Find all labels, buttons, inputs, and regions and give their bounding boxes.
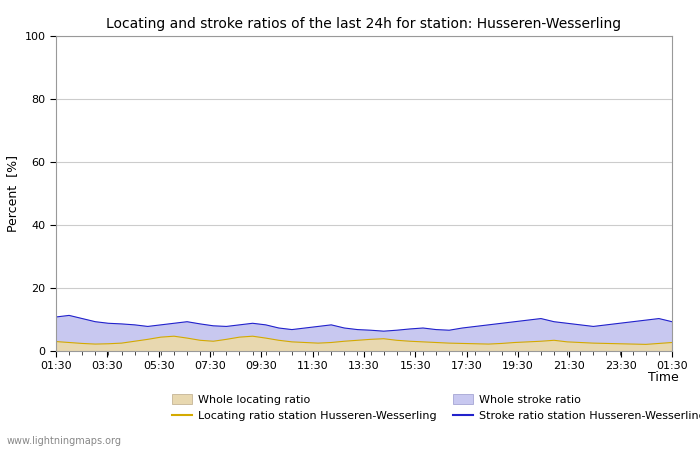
Y-axis label: Percent  [%]: Percent [%] xyxy=(6,155,19,232)
Text: www.lightningmaps.org: www.lightningmaps.org xyxy=(7,436,122,446)
Title: Locating and stroke ratios of the last 24h for station: Husseren-Wesserling: Locating and stroke ratios of the last 2… xyxy=(106,17,622,31)
Legend: Whole locating ratio, Locating ratio station Husseren-Wesserling, Whole stroke r: Whole locating ratio, Locating ratio sta… xyxy=(172,394,700,421)
Text: Time: Time xyxy=(648,371,679,384)
